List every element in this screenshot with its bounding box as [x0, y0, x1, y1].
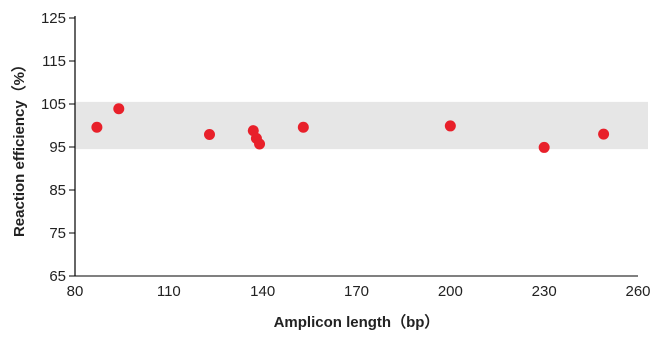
data-point — [598, 128, 610, 140]
data-point-group — [91, 103, 610, 153]
x-tick-label: 80 — [67, 283, 84, 300]
y-tick-label: 125 — [41, 10, 66, 27]
data-point — [444, 120, 456, 132]
x-tick-label: 170 — [344, 283, 369, 300]
x-tick-label: 230 — [532, 283, 557, 300]
data-point — [113, 103, 125, 115]
x-tick-label: 110 — [157, 283, 181, 300]
y-tick-label: 105 — [41, 96, 66, 113]
data-point — [203, 129, 215, 141]
x-tick-label: 200 — [438, 283, 463, 300]
y-tick-label: 95 — [49, 139, 66, 156]
y-tick-label: 85 — [49, 182, 66, 199]
data-point — [297, 121, 309, 133]
x-axis-title: Amplicon length（bp） — [274, 313, 440, 331]
y-tick-label: 65 — [49, 268, 66, 285]
data-point — [254, 138, 266, 150]
efficiency-band — [75, 101, 648, 150]
x-tick-label: 140 — [250, 283, 275, 300]
data-point — [538, 141, 550, 153]
y-tick-label: 115 — [42, 53, 66, 70]
y-axis-title: Reaction efficiency（%） — [10, 57, 28, 237]
x-tick-label: 260 — [625, 283, 650, 300]
data-point — [91, 121, 103, 133]
y-tick-label: 75 — [49, 225, 66, 242]
y-tick-group: 65 75 85 95 105 115 125 — [41, 10, 75, 285]
x-tick-group: 80 110 140 170 200 230 260 — [67, 283, 651, 300]
